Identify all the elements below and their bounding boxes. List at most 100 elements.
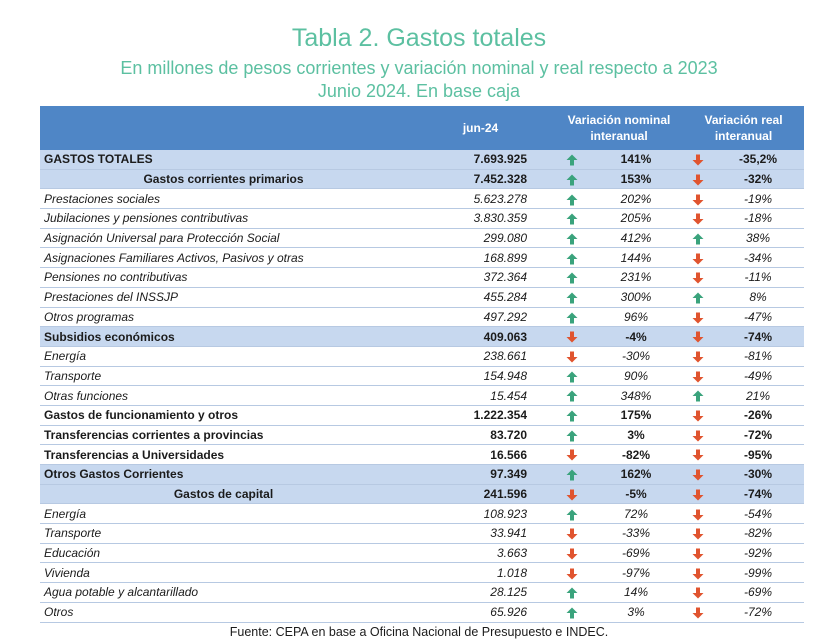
row-amount: 238.661 [406,346,555,367]
arrow-down-icon [692,192,704,206]
nominal-trend-cell [555,385,589,406]
row-amount: 83.720 [406,425,555,446]
row-label: Vivienda [40,562,406,584]
row-label: Otros programas [40,307,406,328]
nominal-trend-cell [555,543,589,564]
row-amount: 7.693.925 [406,150,555,170]
row-nominal-variation: 162% [589,464,684,485]
row-amount: 299.080 [406,228,555,249]
row-nominal-variation: 141% [589,150,684,170]
row-label: Otros [40,602,406,623]
arrow-down-icon [692,467,704,481]
arrow-down-icon [566,349,578,363]
arrow-down-icon [566,487,578,501]
real-trend-cell [683,307,713,328]
row-real-variation: -72% [712,425,805,446]
arrow-up-icon [566,369,578,383]
row-real-variation: -35,2% [712,150,805,170]
arrow-down-icon [692,448,704,462]
arrow-up-icon [692,389,704,403]
arrow-up-icon [566,211,578,225]
row-label: Gastos corrientes primarios [40,169,406,190]
row-amount: 241.596 [406,484,555,505]
row-label: Agua potable y alcantarillado [40,582,406,603]
row-label: Transferencias corrientes a provincias [40,425,406,446]
row-amount: 1.018 [406,562,555,584]
arrow-down-icon [692,330,704,344]
arrow-up-icon [566,408,578,422]
row-label: Asignación Universal para Protección Soc… [40,228,406,249]
nominal-trend-cell [555,602,589,623]
arrow-down-icon [566,448,578,462]
row-nominal-variation: -69% [589,543,684,564]
arrow-down-icon [692,152,704,166]
row-real-variation: -47% [712,307,805,328]
real-trend-cell [683,405,713,426]
table-row: Gastos de capital 241.596 -5% -74% [40,484,805,505]
header-blank [40,106,406,150]
row-amount: 5.623.278 [406,188,555,210]
row-nominal-variation: 231% [589,267,684,288]
real-trend-cell [683,169,713,190]
table-row: Asignación Universal para Protección Soc… [40,228,805,249]
arrow-up-icon [566,605,578,619]
table-body: GASTOS TOTALES 7.693.925 141% -35,2% Gastos … [40,150,805,623]
nominal-trend-cell [555,247,589,269]
row-amount: 3.830.359 [406,208,555,229]
table-row: Energía 238.661 -30% -81% [40,346,805,367]
row-nominal-variation: -82% [589,444,684,465]
real-trend-cell [683,562,713,584]
row-label: Energía [40,346,406,367]
row-label: Educación [40,543,406,564]
table-title: Tabla 2. Gastos totales [291,24,547,52]
table-period: Junio 2024. En base caja [317,81,521,101]
row-amount: 33.941 [406,523,555,544]
row-real-variation: -49% [712,366,805,387]
real-trend-cell [683,385,713,406]
row-nominal-variation: 300% [589,287,684,308]
arrow-down-icon [692,172,704,186]
arrow-down-icon [692,585,704,599]
row-real-variation: -30% [712,464,805,485]
row-label: Transferencias a Universidades [40,444,406,465]
arrow-up-icon [566,507,578,521]
row-nominal-variation: 153% [589,169,684,190]
arrow-down-icon [692,526,704,540]
arrow-down-icon [692,605,704,619]
row-nominal-variation: 202% [589,188,684,210]
table-row: Agua potable y alcantarillado 28.125 14% -6… [40,582,805,603]
real-trend-cell [683,150,713,170]
arrow-up-icon [566,428,578,442]
row-real-variation: -95% [712,444,805,465]
arrow-up-icon [566,251,578,265]
real-trend-cell [683,602,713,623]
arrow-down-icon [692,251,704,265]
header-nominal: Variación nominal interanual [555,106,684,150]
table-subtitle: En millones de pesos corrientes y variac… [120,58,718,78]
row-real-variation: -11% [712,267,805,288]
real-trend-cell [683,484,713,505]
row-real-variation: 8% [712,287,805,308]
row-real-variation: -92% [712,543,805,564]
arrow-up-icon [692,231,704,245]
real-trend-cell [683,267,713,288]
row-real-variation: -81% [712,346,805,367]
arrow-up-icon [566,290,578,304]
table-row: Otros Gastos Corrientes 97.349 162% -30% [40,464,805,485]
table-row: Jubilaciones y pensiones contributivas 3.… [40,208,805,229]
arrow-down-icon [692,369,704,383]
row-nominal-variation: 175% [589,405,684,426]
table-row: Transferencias corrientes a provincias 83… [40,425,805,446]
real-trend-cell [683,543,713,564]
row-amount: 97.349 [406,464,555,485]
row-nominal-variation: -97% [589,562,684,584]
nominal-trend-cell [555,582,589,603]
row-real-variation: -18% [712,208,805,229]
nominal-trend-cell [555,326,589,347]
table-row: GASTOS TOTALES 7.693.925 141% -35,2% [40,150,805,170]
table-row: Vivienda 1.018 -97% -99% [40,562,805,584]
row-nominal-variation: -4% [589,326,684,347]
real-trend-cell [683,287,713,308]
arrow-down-icon [692,487,704,501]
row-label: Gastos de capital [40,484,406,505]
